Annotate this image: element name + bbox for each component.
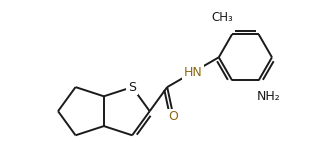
Text: NH₂: NH₂: [256, 90, 280, 103]
Text: CH₃: CH₃: [212, 11, 233, 24]
Text: O: O: [169, 110, 179, 123]
Text: S: S: [128, 81, 136, 94]
Text: HN: HN: [183, 66, 202, 79]
